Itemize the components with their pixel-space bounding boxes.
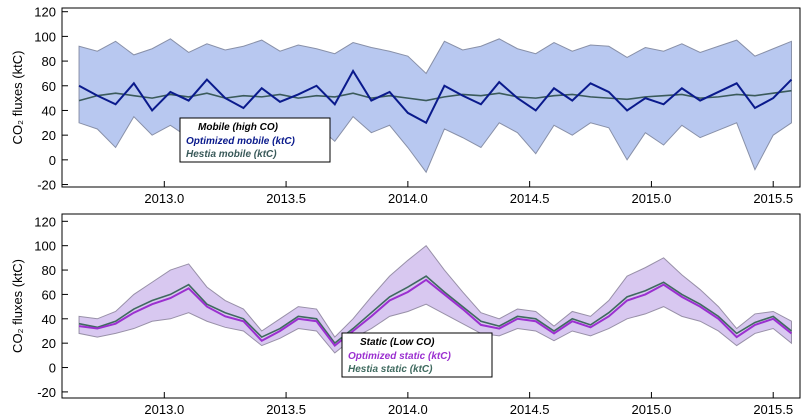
legend-entry: Optimized static (ktC) (348, 351, 451, 362)
y-axis-label: CO₂ fluxes (ktC) (10, 259, 25, 353)
y-tick-label: -20 (37, 178, 56, 193)
y-tick-label: 40 (42, 312, 56, 327)
y-tick-label: 0 (49, 361, 56, 376)
legend-title: Static (Low CO) (360, 337, 435, 348)
y-tick-label: -20 (37, 385, 56, 400)
y-tick-label: 80 (42, 263, 56, 278)
plot-area (78, 244, 793, 354)
legend-title: Mobile (high CO) (198, 122, 279, 133)
y-tick-label: 100 (34, 239, 56, 254)
x-tick-label: 2014.0 (388, 402, 428, 417)
x-tick-label: 2013.0 (144, 191, 184, 206)
series-line (78, 68, 793, 125)
y-tick-label: 60 (42, 287, 56, 302)
y-tick-label: 120 (34, 214, 56, 229)
x-tick-label: 2015.5 (753, 191, 793, 206)
legend-entry: Optimized mobile (ktC) (186, 136, 296, 147)
x-tick-label: 2015.0 (632, 402, 672, 417)
y-tick-label: 40 (42, 103, 56, 118)
legend-entry: Hestia mobile (ktC) (186, 149, 277, 160)
y-tick-label: 80 (42, 54, 56, 69)
x-tick-label: 2014.0 (388, 191, 428, 206)
y-tick-label: 60 (42, 79, 56, 94)
legend-entry: Hestia static (ktC) (348, 364, 433, 375)
uncertainty-band (78, 244, 792, 354)
x-tick-label: 2013.0 (144, 402, 184, 417)
y-tick-label: 100 (34, 29, 56, 44)
y-tick-label: 20 (42, 128, 56, 143)
plot-area (78, 38, 793, 174)
x-tick-label: 2015.0 (632, 191, 672, 206)
y-tick-label: 0 (49, 153, 56, 168)
y-tick-label: 20 (42, 336, 56, 351)
legend-box (341, 332, 493, 378)
plot-frame (61, 213, 801, 399)
x-tick-label: 2015.5 (753, 402, 793, 417)
x-tick-label: 2014.5 (510, 402, 550, 417)
legend-box (179, 117, 331, 163)
plot-frame (61, 7, 801, 188)
x-tick-label: 2014.5 (510, 191, 550, 206)
series-line (78, 275, 792, 345)
y-axis-label: CO₂ fluxes (ktC) (10, 51, 25, 145)
x-tick-label: 2013.5 (266, 191, 306, 206)
series-line (78, 278, 793, 348)
y-tick-label: 120 (34, 5, 56, 20)
x-tick-label: 2013.5 (266, 402, 306, 417)
